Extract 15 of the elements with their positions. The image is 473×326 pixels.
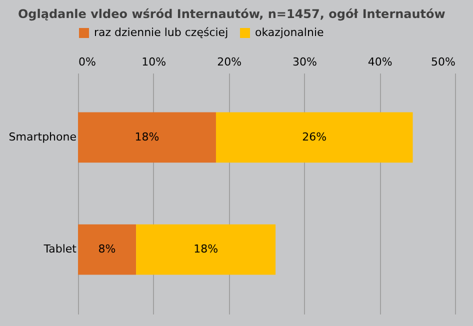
x-tick-label: 0% [78, 56, 96, 68]
legend-label: okazjonalnie [255, 26, 324, 39]
chart-title: Oglądanle vldeo wśród Internautów, n=1457, ogół Internautów [18, 7, 446, 21]
y-tick-label: Smartphone [8, 130, 77, 144]
data-label: 8% [98, 242, 116, 256]
data-label: 18% [134, 130, 160, 144]
x-tick-label: 20% [217, 56, 242, 68]
x-tick-label: 50% [431, 56, 456, 68]
x-tick-label: 10% [142, 56, 166, 68]
legend-label: raz dziennie lub częściej [94, 26, 228, 39]
x-tick-label: 30% [292, 56, 317, 68]
y-tick-label: Tablet [42, 242, 78, 256]
data-label: 18% [194, 242, 218, 256]
x-tick-label: 40% [368, 56, 392, 68]
data-label: 26% [302, 130, 327, 144]
